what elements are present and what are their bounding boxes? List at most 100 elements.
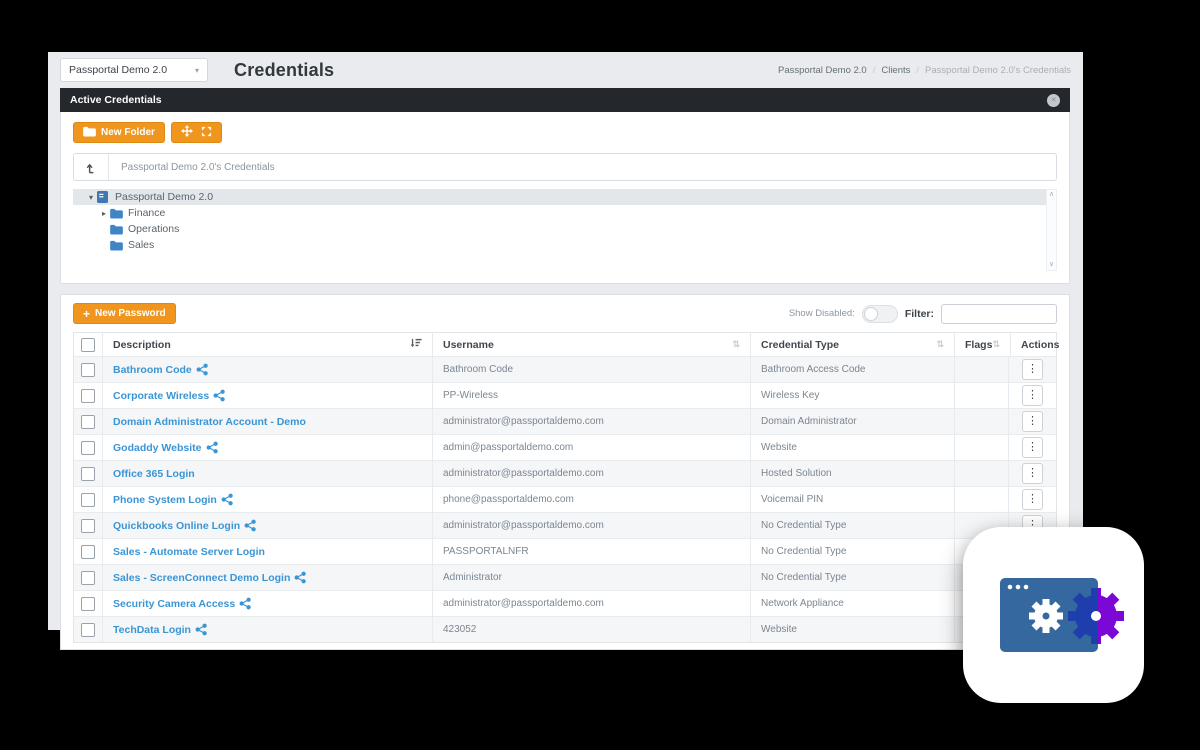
credential-link[interactable]: TechData Login	[113, 623, 207, 636]
column-header-credential-type[interactable]: Credential Type ⇅	[750, 333, 954, 356]
row-checkbox[interactable]	[81, 388, 95, 403]
credential-type-cell: Network Appliance	[750, 591, 954, 616]
description-cell: Security Camera Access	[102, 591, 432, 616]
sort-icon[interactable]: ⇅	[992, 339, 1000, 349]
description-cell: Sales - Automate Server Login	[102, 539, 432, 564]
credential-type-cell: Domain Administrator	[750, 409, 954, 434]
credential-link[interactable]: Security Camera Access	[113, 597, 251, 610]
new-password-button[interactable]: + New Password	[73, 303, 176, 324]
row-actions-button[interactable]: ⋮	[1022, 411, 1043, 432]
org-selector[interactable]: Passportal Demo 2.0 ▾	[60, 58, 208, 82]
new-folder-button-label: New Folder	[101, 127, 155, 138]
row-actions-button[interactable]: ⋮	[1022, 359, 1043, 380]
column-header-flags[interactable]: Flags ⇅	[954, 333, 1010, 356]
row-actions-button[interactable]: ⋮	[1022, 437, 1043, 458]
row-checkbox[interactable]	[81, 466, 95, 481]
row-checkbox[interactable]	[81, 544, 95, 559]
credential-link-label: Domain Administrator Account - Demo	[113, 415, 306, 428]
row-checkbox-cell	[74, 565, 102, 590]
organization-icon	[97, 191, 112, 203]
breadcrumb-separator: /	[916, 64, 920, 76]
actions-cell: ⋮	[1008, 409, 1056, 434]
move-expand-button[interactable]	[170, 122, 222, 143]
tree-item-label: Sales	[128, 239, 155, 251]
flags-cell	[954, 513, 1008, 538]
description-cell: Phone System Login	[102, 487, 432, 512]
description-cell: Bathroom Code	[102, 357, 432, 382]
new-folder-button[interactable]: New Folder	[73, 122, 165, 143]
credential-link[interactable]: Office 365 Login	[113, 468, 195, 480]
description-cell: Domain Administrator Account - Demo	[102, 409, 432, 434]
credential-link[interactable]: Quickbooks Online Login	[113, 519, 256, 532]
share-icon	[213, 389, 225, 402]
breadcrumb-item[interactable]: Passportal Demo 2.0	[777, 64, 867, 76]
show-disabled-toggle[interactable]	[861, 304, 898, 323]
username-value: phone@passportaldemo.com	[443, 494, 574, 505]
description-cell: Quickbooks Online Login	[102, 513, 432, 538]
sort-icon[interactable]: ⇅	[732, 339, 740, 349]
row-checkbox[interactable]	[81, 622, 95, 637]
username-cell: Bathroom Code	[432, 357, 750, 382]
filter-input[interactable]	[941, 303, 1057, 324]
tree-item-label: Operations	[128, 223, 180, 235]
column-header-username[interactable]: Username ⇅	[432, 333, 750, 356]
row-actions-button[interactable]: ⋮	[1022, 385, 1043, 406]
sort-icon[interactable]: ⇅	[936, 339, 944, 349]
table-row: Corporate Wireless PP-Wireless Wireless Ke…	[74, 382, 1056, 408]
row-checkbox[interactable]	[81, 414, 95, 429]
tree-scrollbar[interactable]: ∧ ∨	[1046, 189, 1057, 271]
row-actions-button[interactable]: ⋮	[1022, 489, 1043, 510]
column-header-description[interactable]: Description	[102, 333, 432, 356]
breadcrumb: Passportal Demo 2.0 / Clients / Passport…	[778, 65, 1071, 76]
breadcrumb-item-current: Passportal Demo 2.0's Credentials	[925, 64, 1071, 76]
credential-link[interactable]: Phone System Login	[113, 493, 233, 506]
select-all-checkbox[interactable]	[81, 337, 95, 352]
credential-link-label: Security Camera Access	[113, 597, 236, 610]
breadcrumb-item[interactable]: Clients	[881, 64, 911, 76]
row-checkbox[interactable]	[81, 570, 95, 585]
sort-amount-icon[interactable]	[410, 338, 422, 351]
scroll-down-icon[interactable]: ∨	[1048, 261, 1055, 268]
credential-link[interactable]: Corporate Wireless	[113, 389, 225, 402]
row-actions-button[interactable]: ⋮	[1022, 463, 1043, 484]
row-checkbox-cell	[74, 591, 102, 616]
tree-item-operations[interactable]: Operations	[73, 221, 1068, 237]
flags-cell	[954, 565, 1008, 590]
folder-icon	[83, 126, 96, 140]
credential-type-value: Hosted Solution	[761, 468, 832, 479]
caret-right-icon[interactable]: ▸	[101, 208, 106, 218]
scroll-up-icon[interactable]: ∧	[1048, 191, 1055, 198]
level-up-icon[interactable]	[74, 154, 109, 180]
tree-item-sales[interactable]: Sales	[73, 237, 1068, 253]
credential-type-value: No Credential Type	[761, 546, 847, 557]
username-cell: administrator@passportaldemo.com	[432, 591, 750, 616]
credential-link[interactable]: Sales - Automate Server Login	[113, 546, 265, 558]
panel-collapse-icon[interactable]: ✕	[1047, 93, 1060, 107]
row-checkbox[interactable]	[81, 492, 95, 507]
folders-panel: New Folder Passportal Demo 2.0's Credent…	[60, 112, 1070, 284]
actions-cell: ⋮	[1008, 487, 1056, 512]
row-checkbox-cell	[74, 409, 102, 434]
tree-item-passportal-demo-2-0[interactable]: ▾ Passportal Demo 2.0	[73, 189, 1055, 205]
row-checkbox[interactable]	[81, 518, 95, 533]
credential-link[interactable]: Domain Administrator Account - Demo	[113, 416, 306, 428]
credential-link[interactable]: Sales - ScreenConnect Demo Login	[113, 571, 307, 584]
share-icon	[294, 571, 307, 584]
username-value: administrator@passportaldemo.com	[443, 520, 604, 531]
credential-type-value: No Credential Type	[761, 572, 847, 583]
credential-link[interactable]: Bathroom Code	[113, 363, 208, 376]
flags-cell	[954, 357, 1008, 382]
caret-down-icon[interactable]: ▾	[88, 192, 93, 202]
row-checkbox[interactable]	[81, 596, 95, 611]
credential-link[interactable]: Godaddy Website	[113, 441, 218, 454]
tree-item-finance[interactable]: ▸ Finance	[73, 205, 1068, 221]
row-checkbox[interactable]	[81, 440, 95, 455]
description-cell: TechData Login	[102, 617, 432, 642]
credentials-table: Description Username ⇅ Credential Type ⇅…	[73, 332, 1060, 643]
row-checkbox[interactable]	[81, 362, 95, 377]
username-cell: PP-Wireless	[432, 383, 750, 408]
credential-type-cell: Bathroom Access Code	[750, 357, 954, 382]
table-row: Godaddy Website admin@passportaldemo.com W…	[74, 434, 1056, 460]
row-checkbox-cell	[74, 383, 102, 408]
